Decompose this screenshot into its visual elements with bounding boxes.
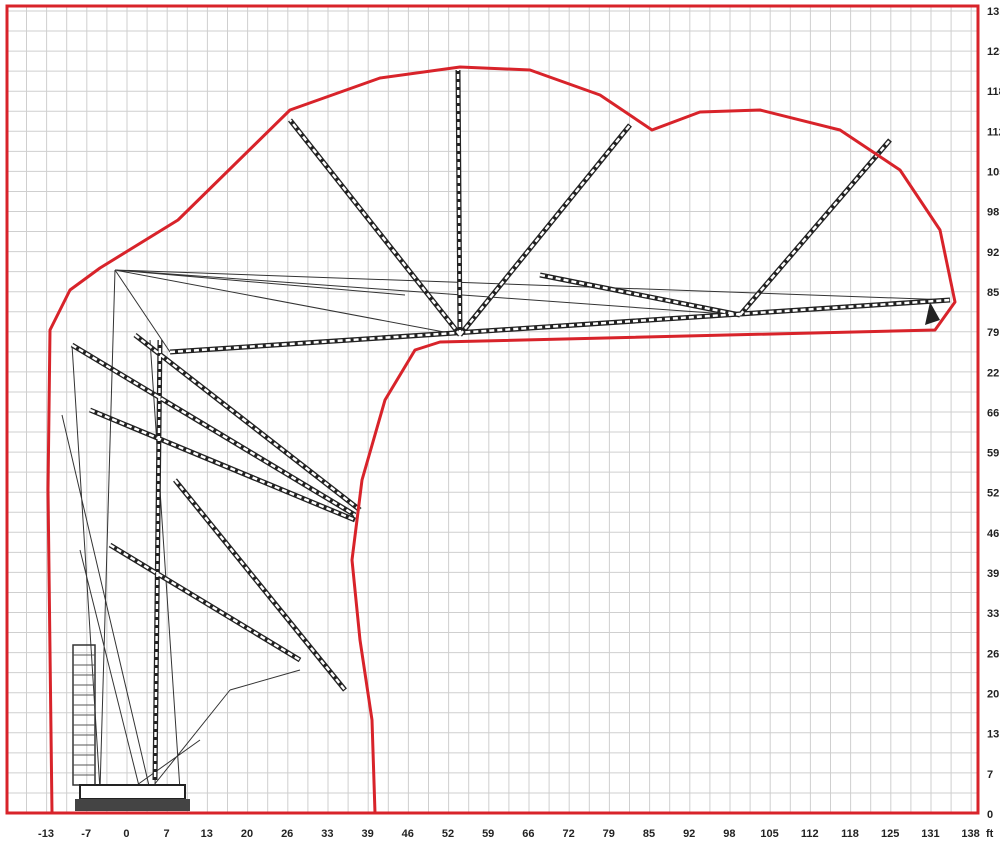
x-tick-label: 46 <box>402 828 414 840</box>
working-range-envelope <box>46 65 957 814</box>
y-tick-label: 26 <box>987 648 999 660</box>
y-tick-label: 66 <box>987 407 999 419</box>
y-tick-label: 59 <box>987 448 999 460</box>
x-tick-label: 33 <box>321 828 333 840</box>
y-tick-label: 0 <box>987 809 993 821</box>
x-tick-label: 7 <box>164 828 170 840</box>
crane <box>61 69 951 811</box>
x-tick-label: 72 <box>562 828 574 840</box>
carbody <box>79 784 186 800</box>
y-tick-label: 7 <box>987 769 993 781</box>
y-tick-label: 33 <box>987 608 999 620</box>
booms <box>70 69 951 781</box>
x-tick-label: 105 <box>760 828 778 840</box>
x-unit: ft <box>986 828 994 840</box>
crawler <box>75 799 190 811</box>
x-tick-label: 13 <box>201 828 213 840</box>
x-tick-label: 85 <box>643 828 655 840</box>
y-tick-label: 112 <box>987 126 1000 138</box>
y-tick-label: 79 <box>987 327 999 339</box>
x-tick-label: 98 <box>723 828 735 840</box>
y-tick-label: 46 <box>987 528 999 540</box>
y-tick-label: 118 <box>987 86 1000 98</box>
x-tick-label: -13 <box>38 828 54 840</box>
x-tick-label: 66 <box>522 828 534 840</box>
x-tick-label: 118 <box>841 828 859 840</box>
x-tick-label: 20 <box>241 828 253 840</box>
x-axis-labels: -13 -7 0 7 13 20 26 33 39 46 52 59 66 72 79 85 92 98 105 11… <box>38 828 980 840</box>
x-tick-label: 79 <box>603 828 615 840</box>
y-tick-label: 105 <box>987 167 1000 179</box>
y-tick-label: 22 <box>987 367 999 379</box>
y-tick-label: 92 <box>987 247 999 259</box>
x-tick-label: 39 <box>361 828 373 840</box>
x-tick-label: 131 <box>921 828 939 840</box>
x-tick-label: 59 <box>482 828 494 840</box>
grid <box>7 6 978 813</box>
y-tick-label: 98 <box>987 207 999 219</box>
y-tick-label: 20 <box>987 688 999 700</box>
x-tick-label: -7 <box>81 828 91 840</box>
counterweight-plates <box>73 654 95 776</box>
y-tick-label: 39 <box>987 568 999 580</box>
y-tick-label: 125 <box>987 46 1000 58</box>
y-tick-label: 131 <box>987 6 1000 18</box>
y-tick-label: 52 <box>987 488 999 500</box>
x-tick-label: 0 <box>123 828 129 840</box>
x-tick-label: 125 <box>881 828 899 840</box>
y-tick-label: 13 <box>987 729 999 741</box>
hook-block <box>925 302 940 325</box>
x-tick-label: 112 <box>801 828 819 840</box>
x-tick-label: 138 <box>961 828 979 840</box>
boom-lattice <box>71 69 951 781</box>
x-tick-label: 92 <box>683 828 695 840</box>
frame <box>5 4 980 815</box>
x-tick-label: 26 <box>281 828 293 840</box>
y-tick-label: 85 <box>987 287 999 299</box>
x-tick-label: 52 <box>442 828 454 840</box>
y-axis-labels: 0 7 13 20 26 33 39 46 52 59 66 22 79 85 92 98 105 112 118 1… <box>987 6 1000 821</box>
